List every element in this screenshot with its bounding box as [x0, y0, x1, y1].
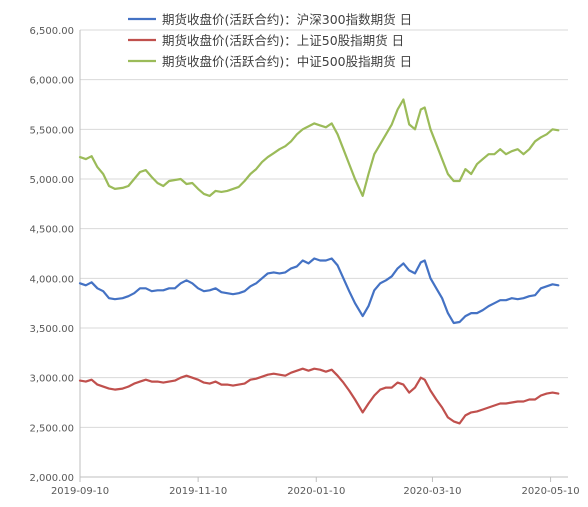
- x-tick-label: 2019-11-10: [169, 486, 227, 497]
- series-lines: [78, 98, 560, 425]
- series-line-1: [78, 367, 560, 425]
- y-tick-label: 6,000.00: [29, 76, 74, 87]
- y-tick-label: 6,500.00: [29, 26, 74, 37]
- x-tick-label: 2019-09-10: [51, 486, 109, 497]
- x-tick-label: 2020-03-10: [403, 486, 461, 497]
- legend-label-1: 期货收盘价(活跃合约)：上证50股指期货 日: [162, 33, 404, 48]
- legend: 期货收盘价(活跃合约)：沪深300指数期货 日期货收盘价(活跃合约)：上证50股…: [128, 12, 412, 69]
- series-line-2: [78, 98, 560, 197]
- y-tick-label: 5,000.00: [29, 175, 74, 186]
- x-tick-label: 2020-01-10: [287, 486, 345, 497]
- y-tick-label: 2,500.00: [29, 423, 74, 434]
- y-tick-label: 3,000.00: [29, 374, 74, 385]
- axes: 2,000.00 2,500.00 3,000.00 3,500.00 4,000.00…: [29, 26, 579, 497]
- y-tick-label: 3,500.00: [29, 324, 74, 335]
- y-tick-label: 2,000.00: [29, 473, 74, 484]
- grid-lines: [80, 29, 568, 428]
- x-tick-label: 2020-05-10: [522, 486, 580, 497]
- legend-label-0: 期货收盘价(活跃合约)：沪深300指数期货 日: [162, 12, 412, 27]
- y-tick-label: 4,000.00: [29, 274, 74, 285]
- y-tick-label: 5,500.00: [29, 125, 74, 136]
- series-line-0: [78, 257, 560, 325]
- legend-label-2: 期货收盘价(活跃合约)：中证500股指期货 日: [162, 54, 412, 69]
- y-tick-label: 4,500.00: [29, 225, 74, 236]
